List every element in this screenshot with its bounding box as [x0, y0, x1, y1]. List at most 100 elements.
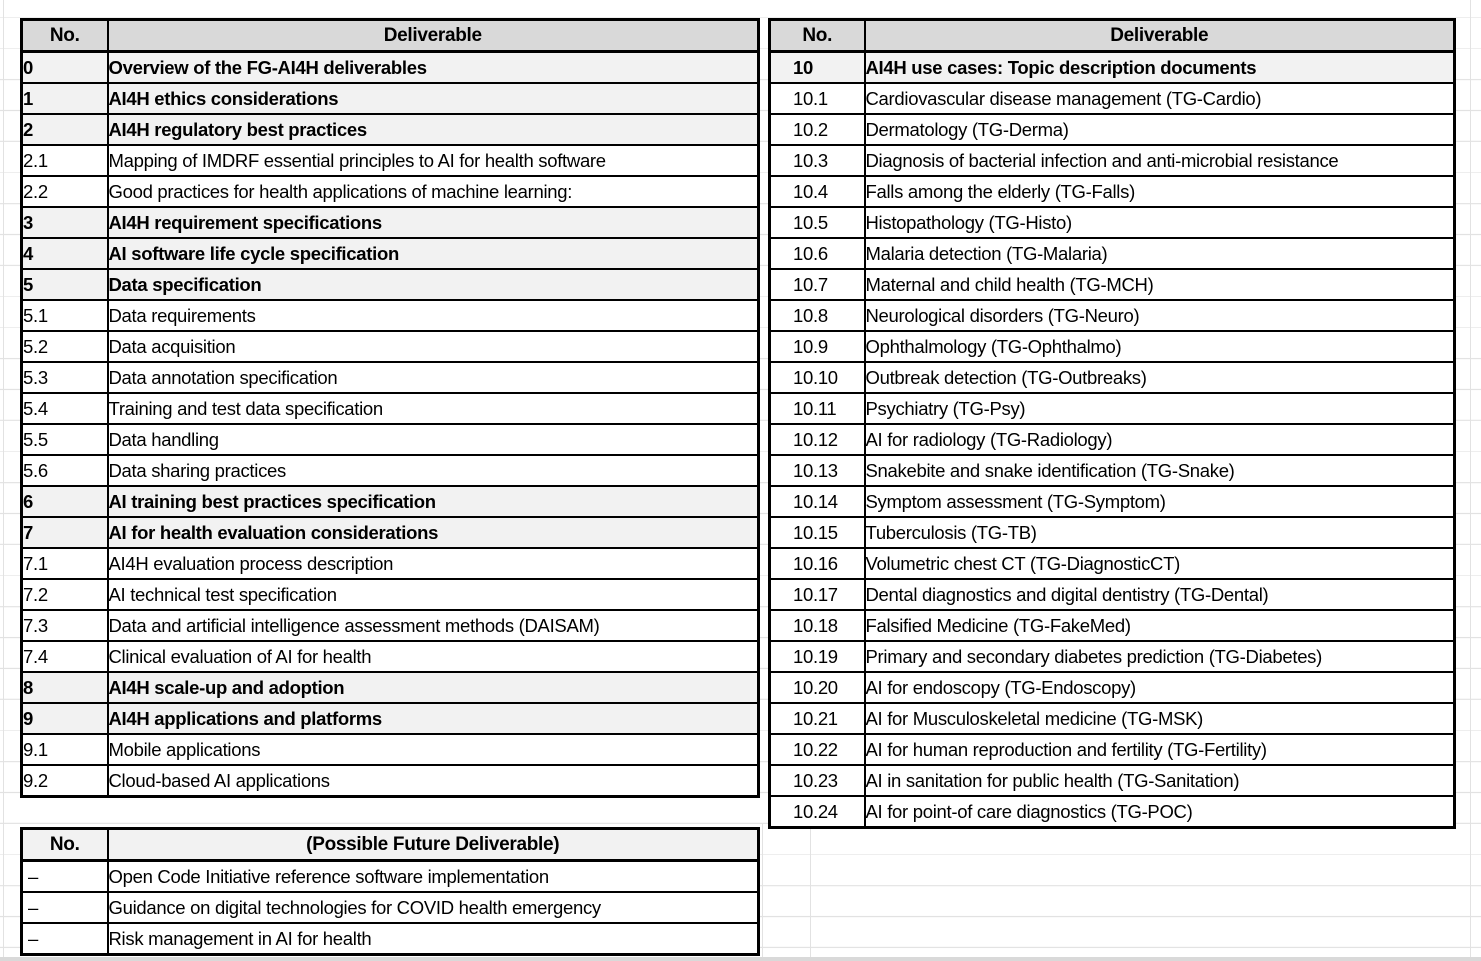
table-row: 10.20 AI for endoscopy (TG-Endoscopy): [768, 671, 1456, 704]
row-number: 10.16: [768, 547, 866, 580]
table-row: 7.1 AI4H evaluation process description: [20, 547, 760, 580]
row-deliverable: Dental diagnostics and digital dentistry…: [863, 578, 1456, 611]
row-number: 5: [20, 268, 109, 301]
row-deliverable: AI software life cycle specification: [106, 237, 760, 270]
table-row: 9.1 Mobile applications: [20, 733, 760, 766]
table-row: 10.24 AI for point-of care diagnostics (T…: [768, 795, 1456, 829]
row-deliverable: Primary and secondary diabetes predictio…: [863, 640, 1456, 673]
row-number: 5.3: [20, 361, 109, 394]
row-deliverable: Data annotation specification: [106, 361, 760, 394]
row-deliverable: Data handling: [106, 423, 760, 456]
row-number: 5.6: [20, 454, 109, 487]
row-number: 2.1: [20, 144, 109, 177]
row-deliverable: Mapping of IMDRF essential principles to…: [106, 144, 760, 177]
column-header-no: No.: [768, 18, 866, 53]
table-row: 10.1 Cardiovascular disease management (T…: [768, 82, 1456, 115]
table-row: 10.9 Ophthalmology (TG-Ophthalmo): [768, 330, 1456, 363]
row-number: 7.4: [20, 640, 109, 673]
row-deliverable: Data acquisition: [106, 330, 760, 363]
table-row: 2.2 Good practices for health application…: [20, 175, 760, 208]
table-row: 10.23 AI in sanitation for public health …: [768, 764, 1456, 797]
row-deliverable: Malaria detection (TG-Malaria): [863, 237, 1456, 270]
row-deliverable: Snakebite and snake identification (TG-S…: [863, 454, 1456, 487]
table-row: 9 AI4H applications and platforms: [20, 702, 760, 735]
row-number: 10.24: [768, 795, 866, 829]
row-number: 10: [768, 50, 866, 84]
row-number: 9: [20, 702, 109, 735]
row-number: 9.2: [20, 764, 109, 798]
sheet-bottom-edge: [0, 957, 1481, 961]
sheet-gridline-vertical: [762, 824, 763, 961]
row-number: 10.3: [768, 144, 866, 177]
row-deliverable: Data requirements: [106, 299, 760, 332]
row-number: 10.19: [768, 640, 866, 673]
column-header-future-deliverable: (Possible Future Deliverable): [106, 827, 760, 862]
table-row: 1 AI4H ethics considerations: [20, 82, 760, 115]
row-number: 2: [20, 113, 109, 146]
row-deliverable: AI for health evaluation considerations: [106, 516, 760, 549]
row-deliverable: Neurological disorders (TG-Neuro): [863, 299, 1456, 332]
sheet-gridline-vertical: [1470, 0, 1471, 961]
row-deliverable: AI4H use cases: Topic description docume…: [863, 50, 1456, 84]
table-row: 2.1 Mapping of IMDRF essential principles…: [20, 144, 760, 177]
row-deliverable: Maternal and child health (TG-MCH): [863, 268, 1456, 301]
row-deliverable: Data specification: [106, 268, 760, 301]
table-row: 9.2 Cloud-based AI applications: [20, 764, 760, 798]
row-deliverable: AI for radiology (TG-Radiology): [863, 423, 1456, 456]
header-row: No. Deliverable: [768, 18, 1456, 53]
row-number: 10.6: [768, 237, 866, 270]
table-row: – Open Code Initiative reference software…: [20, 859, 760, 893]
row-deliverable: Cardiovascular disease management (TG-Ca…: [863, 82, 1456, 115]
table-row: 7.2 AI technical test specification: [20, 578, 760, 611]
row-number: 9.1: [20, 733, 109, 766]
table-row: 10.4 Falls among the elderly (TG-Falls): [768, 175, 1456, 208]
row-deliverable: AI for endoscopy (TG-Endoscopy): [863, 671, 1456, 704]
row-deliverable: Clinical evaluation of AI for health: [106, 640, 760, 673]
row-number: 7: [20, 516, 109, 549]
table-row: 10.19 Primary and secondary diabetes pred…: [768, 640, 1456, 673]
row-deliverable: AI for point-of care diagnostics (TG-POC…: [863, 795, 1456, 829]
column-header-no: No.: [20, 827, 109, 862]
deliverables-table-left: No. Deliverable 0 Overview of the FG-AI4H…: [20, 18, 760, 798]
table-row: 10.17 Dental diagnostics and digital dent…: [768, 578, 1456, 611]
table-row: 5.3 Data annotation specification: [20, 361, 760, 394]
row-number: 10.2: [768, 113, 866, 146]
row-number: 10.23: [768, 764, 866, 797]
row-number: 7.3: [20, 609, 109, 642]
row-deliverable: Tuberculosis (TG-TB): [863, 516, 1456, 549]
row-deliverable: Dermatology (TG-Derma): [863, 113, 1456, 146]
row-number: 10.20: [768, 671, 866, 704]
row-deliverable: Ophthalmology (TG-Ophthalmo): [863, 330, 1456, 363]
row-deliverable: AI training best practices specification: [106, 485, 760, 518]
table-row: 7.4 Clinical evaluation of AI for health: [20, 640, 760, 673]
table-row: 10.2 Dermatology (TG-Derma): [768, 113, 1456, 146]
row-number: 4: [20, 237, 109, 270]
table-row: 10.12 AI for radiology (TG-Radiology): [768, 423, 1456, 456]
table-row: 6 AI training best practices specificatio…: [20, 485, 760, 518]
row-number: 10.12: [768, 423, 866, 456]
header-row: No. (Possible Future Deliverable): [20, 827, 760, 862]
row-number: 10.14: [768, 485, 866, 518]
table-row: 10 AI4H use cases: Topic description docu…: [768, 50, 1456, 84]
row-deliverable: Training and test data specification: [106, 392, 760, 425]
table-row: 5.5 Data handling: [20, 423, 760, 456]
row-deliverable: Data sharing practices: [106, 454, 760, 487]
row-number: 1: [20, 82, 109, 115]
row-number: –: [20, 891, 109, 924]
row-number: 0: [20, 50, 109, 84]
row-deliverable: Volumetric chest CT (TG-DiagnosticCT): [863, 547, 1456, 580]
row-number: 10.9: [768, 330, 866, 363]
table-row: 10.21 AI for Musculoskeletal medicine (TG…: [768, 702, 1456, 735]
row-number: 10.22: [768, 733, 866, 766]
sheet-gridline-vertical: [810, 824, 811, 961]
table-row: 8 AI4H scale-up and adoption: [20, 671, 760, 704]
row-deliverable: Outbreak detection (TG-Outbreaks): [863, 361, 1456, 394]
row-number: 10.15: [768, 516, 866, 549]
row-number: 10.8: [768, 299, 866, 332]
row-deliverable: AI4H applications and platforms: [106, 702, 760, 735]
row-deliverable: Histopathology (TG-Histo): [863, 206, 1456, 239]
table-row: 7 AI for health evaluation considerations: [20, 516, 760, 549]
row-deliverable: Mobile applications: [106, 733, 760, 766]
row-number: 10.10: [768, 361, 866, 394]
row-deliverable: AI4H requirement specifications: [106, 206, 760, 239]
